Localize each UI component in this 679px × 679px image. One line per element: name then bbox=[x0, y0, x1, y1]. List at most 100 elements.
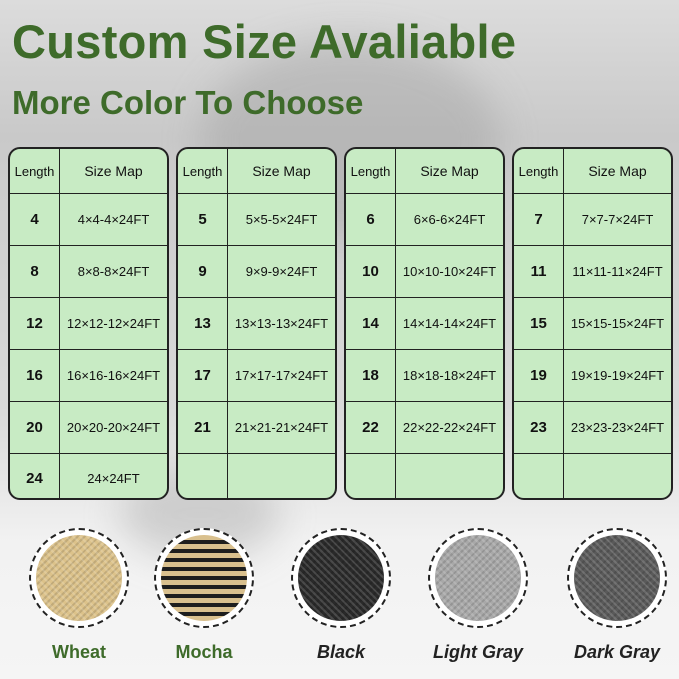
table-row: 17 17×17-17×24FT bbox=[178, 350, 335, 402]
size-map-cell: 14×14-14×24FT bbox=[402, 316, 497, 331]
table-row: 14 14×14-14×24FT bbox=[346, 298, 503, 350]
table-row: 22 22×22-22×24FT bbox=[346, 402, 503, 454]
table-row: 10 10×10-10×24FT bbox=[346, 246, 503, 298]
table-row: 15 15×15-15×24FT bbox=[514, 298, 671, 350]
size-map-header: Size Map bbox=[84, 163, 143, 179]
table-row: 23 23×23-23×24FT bbox=[514, 402, 671, 454]
table-row bbox=[514, 454, 671, 498]
length-cell bbox=[178, 454, 228, 498]
color-swatch[interactable] bbox=[154, 528, 254, 628]
size-map-cell: 20×20-20×24FT bbox=[66, 420, 161, 435]
table-row: 18 18×18-18×24FT bbox=[346, 350, 503, 402]
swatch-fabric bbox=[574, 535, 660, 621]
size-table: Length Size Map 7 7×7-7×24FT 11 11×11-11×24FT… bbox=[512, 147, 673, 500]
length-cell: 23 bbox=[514, 402, 564, 453]
table-row: 6 6×6-6×24FT bbox=[346, 194, 503, 246]
table-row: 5 5×5-5×24FT bbox=[178, 194, 335, 246]
size-map-cell bbox=[396, 454, 503, 498]
size-map-cell: 13×13-13×24FT bbox=[234, 316, 329, 331]
size-table: Length Size Map 6 6×6-6×24FT 10 10×10-10×24FT… bbox=[344, 147, 505, 500]
table-header: Length Size Map bbox=[178, 149, 335, 194]
length-cell: 15 bbox=[514, 298, 564, 349]
color-swatch[interactable] bbox=[291, 528, 391, 628]
length-header: Length bbox=[10, 149, 60, 193]
size-map-header: Size Map bbox=[252, 163, 311, 179]
length-cell: 5 bbox=[178, 194, 228, 245]
swatch-fabric bbox=[36, 535, 122, 621]
size-map-cell: 7×7-7×24FT bbox=[581, 212, 654, 227]
table-row bbox=[178, 454, 335, 498]
size-map-cell: 16×16-16×24FT bbox=[66, 368, 161, 383]
length-cell: 6 bbox=[346, 194, 396, 245]
table-row: 19 19×19-19×24FT bbox=[514, 350, 671, 402]
length-cell: 14 bbox=[346, 298, 396, 349]
length-cell: 10 bbox=[346, 246, 396, 297]
table-row: 4 4×4-4×24FT bbox=[10, 194, 167, 246]
length-cell: 7 bbox=[514, 194, 564, 245]
table-row: 16 16×16-16×24FT bbox=[10, 350, 167, 402]
length-cell: 12 bbox=[10, 298, 60, 349]
table-row: 13 13×13-13×24FT bbox=[178, 298, 335, 350]
color-swatch[interactable] bbox=[567, 528, 667, 628]
size-map-cell: 23×23-23×24FT bbox=[570, 420, 665, 435]
length-header: Length bbox=[346, 149, 396, 193]
table-row: 7 7×7-7×24FT bbox=[514, 194, 671, 246]
length-cell bbox=[514, 454, 564, 498]
size-map-cell: 17×17-17×24FT bbox=[234, 368, 329, 383]
length-header: Length bbox=[178, 149, 228, 193]
size-map-cell: 5×5-5×24FT bbox=[245, 212, 318, 227]
size-table: Length Size Map 5 5×5-5×24FT 9 9×9-9×24FT 13 13… bbox=[176, 147, 337, 500]
length-header: Length bbox=[514, 149, 564, 193]
color-label: Black bbox=[316, 642, 366, 662]
size-map-header: Size Map bbox=[420, 163, 479, 179]
table-row: 24 24×24FT bbox=[10, 454, 167, 498]
size-map-cell: 11×11-11×24FT bbox=[572, 264, 663, 279]
length-cell bbox=[346, 454, 396, 498]
color-swatch[interactable] bbox=[428, 528, 528, 628]
color-label: Dark Gray bbox=[573, 642, 661, 662]
color-label: Mocha bbox=[175, 642, 233, 662]
color-label: Wheat bbox=[52, 642, 106, 662]
size-map-cell: 10×10-10×24FT bbox=[402, 264, 497, 279]
size-map-cell: 9×9-9×24FT bbox=[245, 264, 318, 279]
length-cell: 20 bbox=[10, 402, 60, 453]
size-map-cell bbox=[564, 454, 671, 498]
swatch-fabric bbox=[161, 535, 247, 621]
page-subtitle: More Color To Choose bbox=[12, 84, 364, 121]
color-label: Light Gray bbox=[432, 642, 523, 662]
length-cell: 4 bbox=[10, 194, 60, 245]
length-cell: 22 bbox=[346, 402, 396, 453]
table-row: 21 21×21-21×24FT bbox=[178, 402, 335, 454]
table-row: 8 8×8-8×24FT bbox=[10, 246, 167, 298]
length-cell: 19 bbox=[514, 350, 564, 401]
swatch-fabric bbox=[298, 535, 384, 621]
length-cell: 8 bbox=[10, 246, 60, 297]
table-header: Length Size Map bbox=[514, 149, 671, 194]
size-map-cell: 22×22-22×24FT bbox=[402, 420, 497, 435]
size-map-cell: 4×4-4×24FT bbox=[77, 212, 150, 227]
length-cell: 18 bbox=[346, 350, 396, 401]
table-row: 20 20×20-20×24FT bbox=[10, 402, 167, 454]
size-map-header: Size Map bbox=[588, 163, 647, 179]
length-cell: 16 bbox=[10, 350, 60, 401]
size-map-cell: 19×19-19×24FT bbox=[570, 368, 665, 383]
length-cell: 13 bbox=[178, 298, 228, 349]
page-title: Custom Size Avaliable bbox=[12, 15, 517, 68]
size-map-cell: 8×8-8×24FT bbox=[77, 264, 150, 279]
size-map-cell: 12×12-12×24FT bbox=[66, 316, 161, 331]
size-map-cell: 18×18-18×24FT bbox=[402, 368, 497, 383]
color-swatch[interactable] bbox=[29, 528, 129, 628]
length-cell: 17 bbox=[178, 350, 228, 401]
length-cell: 24 bbox=[10, 454, 60, 498]
size-map-cell: 24×24FT bbox=[87, 471, 140, 486]
table-row bbox=[346, 454, 503, 498]
size-map-cell: 15×15-15×24FT bbox=[570, 316, 665, 331]
length-cell: 11 bbox=[514, 246, 564, 297]
table-row: 12 12×12-12×24FT bbox=[10, 298, 167, 350]
table-header: Length Size Map bbox=[346, 149, 503, 194]
table-row: 11 11×11-11×24FT bbox=[514, 246, 671, 298]
length-cell: 9 bbox=[178, 246, 228, 297]
length-cell: 21 bbox=[178, 402, 228, 453]
size-map-cell: 21×21-21×24FT bbox=[234, 420, 329, 435]
size-table: Length Size Map 4 4×4-4×24FT 8 8×8-8×24FT 12 12… bbox=[8, 147, 169, 500]
